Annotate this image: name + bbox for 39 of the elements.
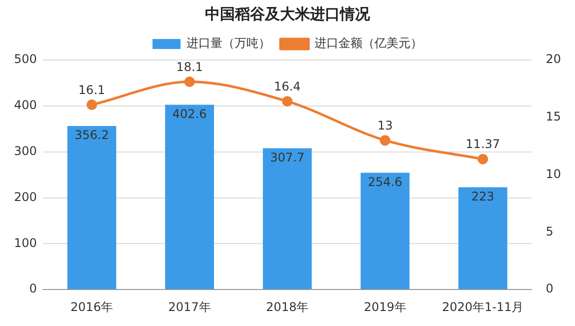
bar: [360, 172, 410, 290]
point: [86, 100, 98, 110]
data-label: 402.6: [172, 106, 207, 121]
bar: [67, 126, 116, 290]
x-tick-label: 2017年: [168, 300, 211, 314]
data-label: 254.6: [368, 174, 402, 189]
y2-tick-label: 15: [546, 110, 562, 124]
data-label: 307.7: [270, 150, 304, 164]
point: [380, 135, 390, 146]
y-tick-label: 400: [14, 98, 37, 112]
bar: [165, 104, 214, 290]
data-label: 16.1: [78, 82, 106, 97]
data-label: 356.2: [74, 128, 109, 142]
y2-tick-label: 5: [546, 224, 554, 238]
y-tick-label: 0: [29, 282, 37, 296]
y2-tick-label: 20: [546, 52, 562, 66]
y-tick-label: 500: [14, 52, 37, 66]
legend-label: 进口量（万吨）: [186, 36, 270, 50]
x-tick-label: 2018年: [266, 300, 309, 314]
y2-tick-label: 10: [546, 166, 562, 181]
data-label: 13: [377, 118, 393, 132]
chart-title: 中国稻谷及大米进口情况: [205, 4, 371, 23]
y-tick-label: 100: [14, 236, 37, 250]
x-tick-label: 2019年: [364, 300, 406, 314]
x-tick-label: 2020年1-11月: [442, 300, 524, 314]
point: [478, 154, 488, 164]
bar: [262, 148, 312, 290]
data-label: 223: [471, 189, 494, 204]
y-tick-label: 300: [14, 144, 37, 158]
data-label: 11.37: [466, 137, 500, 152]
legend-label: 进口金额（亿美元）: [314, 36, 422, 50]
y-tick-label: 200: [14, 190, 37, 204]
point: [282, 96, 293, 107]
point: [184, 76, 195, 88]
x-tick-label: 2016年: [70, 300, 114, 314]
data-label: 16.4: [274, 79, 301, 94]
y2-tick-label: 0: [546, 282, 554, 296]
bar: [458, 187, 508, 290]
data-label: 18.1: [176, 60, 203, 74]
